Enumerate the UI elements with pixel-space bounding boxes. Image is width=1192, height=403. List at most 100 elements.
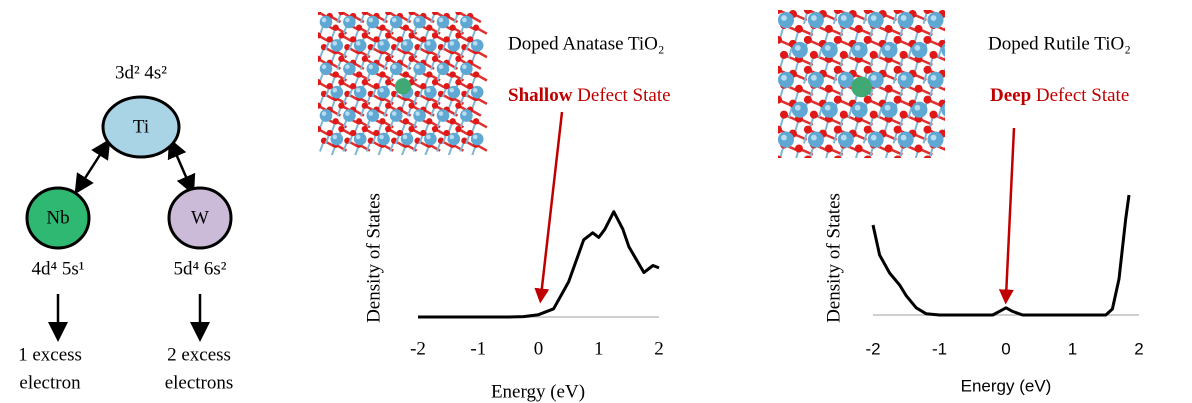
o-atom <box>959 51 967 59</box>
o-atom <box>864 126 872 134</box>
o-atom <box>909 159 917 167</box>
bond <box>913 164 927 170</box>
dos-panel: Doped Rutile TiO₂Deep Defect StateDensit… <box>774 6 1144 396</box>
ti-atom <box>413 63 426 76</box>
bond <box>819 164 823 178</box>
o-atom <box>795 85 803 93</box>
o-atom <box>968 100 976 108</box>
ti-shine <box>811 15 817 21</box>
o-atom <box>333 71 339 77</box>
o-atom <box>959 111 967 119</box>
ti-shine <box>450 88 455 93</box>
ti-shine <box>356 41 361 46</box>
o-atom <box>894 96 902 104</box>
ti-atom <box>424 86 437 99</box>
bond <box>963 145 977 151</box>
o-atom <box>774 126 782 134</box>
dopant-atom <box>395 78 411 94</box>
o-atom <box>959 170 967 178</box>
ti-shine <box>974 45 980 51</box>
ti-shine <box>825 105 831 111</box>
o-atom <box>944 55 952 63</box>
o-atom <box>804 155 812 163</box>
o-atom <box>804 66 812 74</box>
result-text: 2 excess <box>167 344 231 365</box>
o-atom <box>385 79 391 85</box>
o-atom <box>774 6 782 14</box>
bond <box>978 178 992 184</box>
bond <box>829 178 843 184</box>
o-atom <box>855 145 863 153</box>
bond <box>799 178 813 184</box>
x-tick-label: 0 <box>534 338 544 359</box>
o-atom <box>450 118 456 124</box>
ti-shine <box>462 111 467 116</box>
o-atom <box>840 170 848 178</box>
bond <box>928 160 942 166</box>
ti-shine <box>403 41 408 46</box>
o-atom <box>944 115 952 123</box>
bond <box>909 164 913 178</box>
result-text: electron <box>19 372 81 393</box>
dos-panel: Doped Anatase TiO₂Shallow Defect StateDe… <box>314 9 671 403</box>
ti-shine <box>901 75 907 81</box>
bond <box>972 164 986 170</box>
bond <box>944 89 948 103</box>
page: Ti Nb W 3d² 4s² 4d⁴ 5s¹ 5d⁴ 6s² 1 excess… <box>0 0 1192 403</box>
o-atom <box>338 126 344 132</box>
ti-shine <box>356 135 361 140</box>
bond <box>972 14 986 20</box>
ti-atom <box>390 16 403 29</box>
o-atom <box>968 10 976 18</box>
o-atom <box>810 51 818 59</box>
o-atom <box>953 155 961 163</box>
o-atom <box>894 6 902 14</box>
o-atom <box>834 155 842 163</box>
o-atom <box>855 25 863 33</box>
o-atom <box>315 126 321 132</box>
o-atom <box>915 145 923 153</box>
bond <box>974 119 978 133</box>
o-atom <box>432 56 438 62</box>
o-atom <box>959 21 967 29</box>
x-tick-label: 1 <box>1068 339 1077 358</box>
annotation-emphasis: Shallow <box>508 85 573 106</box>
x-tick-label: -1 <box>470 338 486 359</box>
bond <box>795 178 799 192</box>
o-atom <box>953 36 961 44</box>
o-atom <box>455 56 461 62</box>
annotation: Deep Defect State <box>990 85 1129 106</box>
o-atom <box>455 9 461 15</box>
o-atom <box>774 66 782 74</box>
o-atom <box>974 115 982 123</box>
o-atom <box>338 79 344 85</box>
ti-atom <box>331 86 344 99</box>
ti-shine <box>931 135 937 141</box>
ti-atom <box>471 39 484 52</box>
element-diagram: Ti Nb W 3d² 4s² 4d⁴ 5s¹ 5d⁴ 6s² 1 excess… <box>18 62 233 393</box>
ti-shine <box>901 15 907 21</box>
ti-shine <box>871 15 877 21</box>
x-axis-label: Energy (eV) <box>961 376 1052 395</box>
x-tick-label: 2 <box>654 338 664 359</box>
bond <box>957 100 971 106</box>
bond <box>942 164 956 170</box>
link-arrow <box>80 147 105 186</box>
o-atom <box>974 174 982 182</box>
bond <box>938 164 942 178</box>
bond <box>849 164 853 178</box>
bond <box>978 59 992 65</box>
bond <box>968 164 972 178</box>
o-atom <box>432 79 438 85</box>
o-atom <box>408 102 414 108</box>
ti-shine <box>944 105 950 111</box>
o-atom <box>944 25 952 33</box>
ti-shine <box>974 165 980 171</box>
ti-shine <box>825 165 831 171</box>
bond <box>314 35 318 46</box>
bond <box>963 115 977 121</box>
o-atom <box>870 51 878 59</box>
bond <box>974 149 978 163</box>
ti-atom <box>367 63 380 76</box>
ti-shine <box>415 65 420 70</box>
